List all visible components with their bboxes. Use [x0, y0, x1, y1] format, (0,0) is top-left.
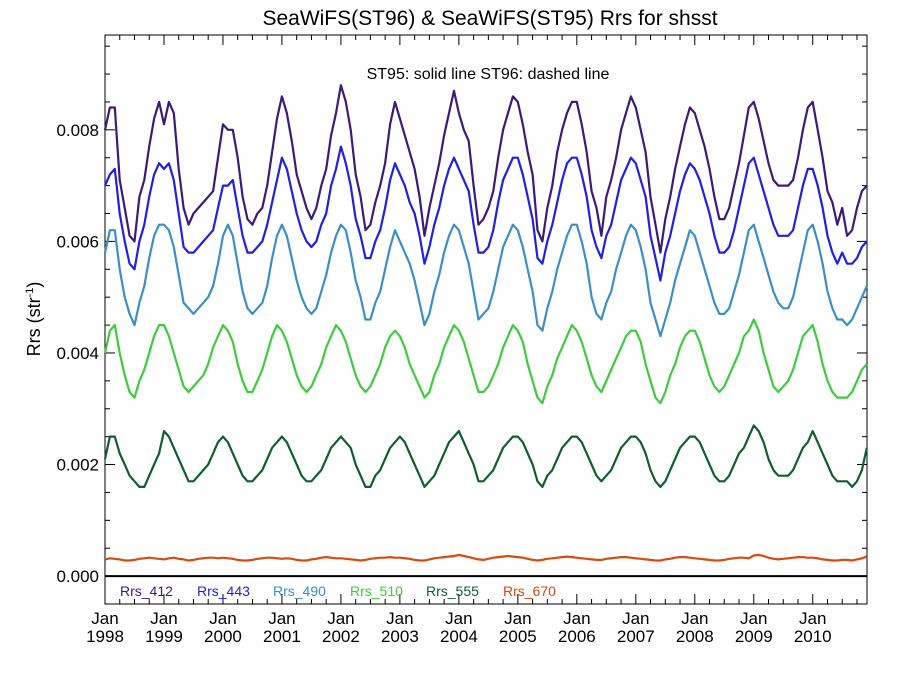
legend-label-rrs-412: Rrs_412 [120, 583, 173, 599]
legend-label-rrs-443: Rrs_443 [197, 583, 250, 599]
x-tick-year-label: 2005 [499, 627, 537, 646]
y-axis-label-text: Rrs (str [24, 297, 44, 356]
x-tick-month-label: Jan [150, 609, 177, 628]
series-line-rrs-510 [103, 318, 868, 405]
x-tick-year-label: 2001 [263, 627, 301, 646]
x-tick-year-label: 2002 [322, 627, 360, 646]
series-line-rrs-555 [103, 424, 868, 488]
series-line-rrs-670 [104, 553, 868, 562]
x-tick-year-label: 1999 [145, 627, 183, 646]
x-tick-year-label: 2010 [794, 627, 832, 646]
x-tick-month-label: Jan [386, 609, 413, 628]
series-line-rrs-490 [103, 223, 868, 338]
y-tick-label: 0.006 [56, 232, 99, 251]
x-tick-year-label: 1998 [86, 627, 124, 646]
y-tick-label: 0.004 [56, 344, 99, 363]
x-tick-year-label: 2008 [676, 627, 714, 646]
y-tick-label: 0.008 [56, 121, 99, 140]
x-tick-month-label: Jan [268, 609, 295, 628]
x-tick-year-label: 2007 [617, 627, 655, 646]
y-tick-label: 0.002 [56, 456, 99, 475]
legend-label-rrs-510: Rrs_510 [350, 583, 403, 599]
x-tick-year-label: 2003 [381, 627, 419, 646]
y-axis-label-superscript: -1 [24, 288, 36, 298]
x-tick-month-label: Jan [799, 609, 826, 628]
legend-label-rrs-670: Rrs_670 [503, 583, 556, 599]
x-tick-year-label: 2000 [204, 627, 242, 646]
x-tick-year-label: 2004 [440, 627, 478, 646]
y-tick-label: 0.000 [56, 567, 99, 586]
chart-title: SeaWiFS(ST96) & SeaWiFS(ST95) Rrs for sh… [262, 7, 717, 30]
line-style-annotation: ST95: solid line ST96: dashed line [367, 66, 610, 83]
x-tick-year-label: 2006 [558, 627, 596, 646]
axes: 0.0000.0020.0040.0060.008Jan1998Jan1999J… [56, 35, 867, 646]
legend-label-rrs-555: Rrs_555 [426, 583, 479, 599]
series-line-rrs-443 [103, 145, 868, 282]
x-tick-month-label: Jan [91, 609, 118, 628]
plot-frame [104, 34, 868, 605]
y-axis-label: Rrs (str-1) [24, 282, 44, 357]
x-tick-month-label: Jan [327, 609, 354, 628]
x-tick-month-label: Jan [563, 609, 590, 628]
series-line-rrs-412 [103, 84, 868, 254]
x-tick-month-label: Jan [209, 609, 236, 628]
y-axis-label-close: ) [24, 282, 44, 288]
x-tick-month-label: Jan [681, 609, 708, 628]
x-tick-month-label: Jan [740, 609, 767, 628]
x-tick-month-label: Jan [445, 609, 472, 628]
legend: Rrs_412 Rrs_443 Rrs_490 Rrs_510 Rrs_555 Rrs_6… [120, 583, 556, 599]
x-tick-year-label: 2009 [735, 627, 773, 646]
x-tick-month-label: Jan [504, 609, 531, 628]
legend-label-rrs-490: Rrs_490 [273, 583, 326, 599]
plot-lines [103, 84, 868, 562]
x-tick-month-label: Jan [622, 609, 649, 628]
